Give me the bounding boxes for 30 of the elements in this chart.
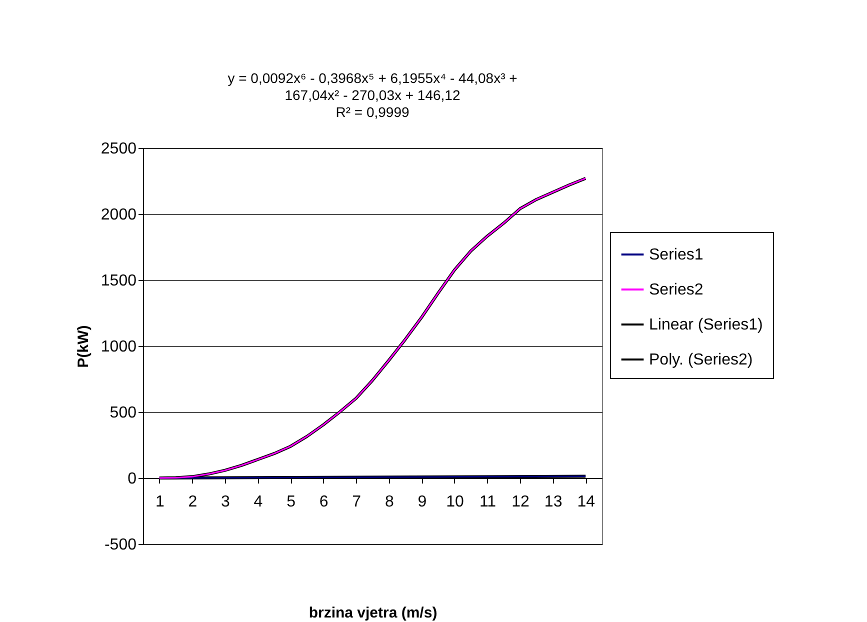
x-tick-label: 5 [286, 494, 296, 510]
legend-label: Linear (Series1) [649, 316, 763, 334]
x-tick-label: 13 [544, 494, 562, 510]
x-tick-label: 4 [254, 494, 263, 510]
text: R² = 0,9999 [336, 104, 410, 120]
legend-label: Series2 [649, 282, 704, 298]
x-axis-title: brzina vjetra (m/s) [308, 604, 438, 622]
x-tick-label: 3 [221, 494, 230, 510]
text: 167,04x² - 270,03x + 146,12 [284, 87, 460, 103]
y-tick-label: 2500 [100, 140, 137, 158]
x-tick-label: 9 [418, 494, 427, 510]
x-tick-label: 8 [384, 494, 394, 510]
x-tick-label: 11 [479, 494, 496, 510]
x-tick-label: 6 [319, 494, 328, 510]
y-tick-label: 500 [110, 404, 137, 422]
y-axis-title: P(kW) [74, 325, 92, 368]
y-tick-label: 2000 [100, 206, 137, 224]
x-tick-label: 1 [155, 494, 164, 510]
x-tick-label: 10 [446, 494, 464, 510]
x-tick-label: 12 [512, 494, 530, 510]
y-tick-label: -500 [104, 536, 137, 554]
legend-label: Series1 [649, 246, 704, 264]
y-tick-label: 0 [128, 470, 137, 488]
x-tick-label: 2 [188, 494, 198, 510]
legend-label: Poly. (Series2) [649, 352, 753, 368]
x-tick-label: 14 [577, 494, 596, 510]
y-tick-label: 1000 [100, 338, 137, 356]
y-tick-label: 1500 [100, 272, 137, 290]
text: y = 0,0092x⁶ - 0,3968x⁵ + 6,1955x⁴ - 44,08x³ + [228, 70, 518, 86]
x-tick-label: 7 [352, 494, 362, 510]
